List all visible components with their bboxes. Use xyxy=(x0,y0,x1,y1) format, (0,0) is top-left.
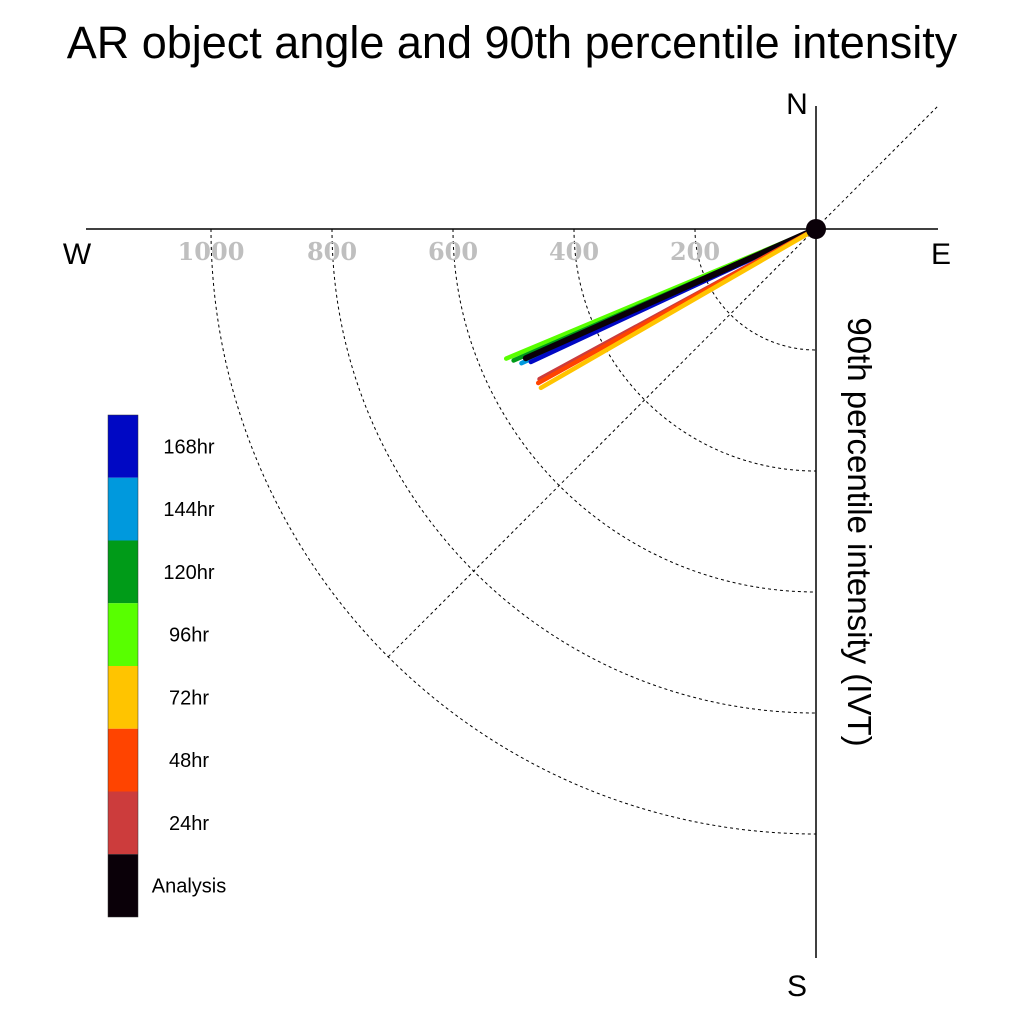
legend-label: 24hr xyxy=(169,813,209,835)
diagonal-guide-line xyxy=(387,105,939,658)
grid-layer xyxy=(210,105,939,835)
legend-swatch xyxy=(108,666,138,729)
legend-swatch xyxy=(108,791,138,855)
grid-arc xyxy=(694,228,817,351)
legend-label: 144hr xyxy=(163,499,214,521)
legend-swatch xyxy=(108,540,138,604)
compass-west-label: W xyxy=(63,238,92,271)
legend-label: 96hr xyxy=(169,625,209,647)
legend-swatch xyxy=(108,854,138,917)
axis-label: 90th percentile intensity (IVT) xyxy=(841,317,878,746)
series-layer xyxy=(503,226,819,391)
grid-arc xyxy=(573,228,817,472)
origin-point xyxy=(806,219,826,239)
radial-tick-label: 1000 xyxy=(178,237,245,266)
legend-swatch xyxy=(108,477,138,541)
legend-swatch xyxy=(108,603,138,666)
chart-title: AR object angle and 90th percentile inte… xyxy=(67,17,958,68)
radial-tick-label: 800 xyxy=(307,237,357,266)
series-vector-analysis xyxy=(522,226,819,362)
legend-label: 120hr xyxy=(163,562,214,584)
legend-label: 48hr xyxy=(169,750,209,772)
radial-tick-label: 600 xyxy=(428,237,478,266)
compass-south-label: S xyxy=(787,970,807,1003)
series-vector-72hr xyxy=(538,226,819,391)
radial-tick-label: 400 xyxy=(549,237,599,266)
grid-arc xyxy=(331,228,817,714)
legend-swatch xyxy=(108,415,138,478)
radial-tick-label: 200 xyxy=(670,237,720,266)
legend-swatch xyxy=(108,728,138,792)
legend-frame xyxy=(107,414,139,918)
legend-label: Analysis xyxy=(152,876,226,898)
compass-east-label: E xyxy=(931,238,951,271)
legend-label: 168hr xyxy=(163,436,214,458)
legend: 168hr 144hr 120hr 96hr 72hr 48hr 24hr Analysis xyxy=(107,414,226,918)
compass-north-label: N xyxy=(786,88,808,121)
legend-label: 72hr xyxy=(169,687,209,709)
radial-tick-labels: 200 400 600 800 1000 xyxy=(178,237,720,266)
